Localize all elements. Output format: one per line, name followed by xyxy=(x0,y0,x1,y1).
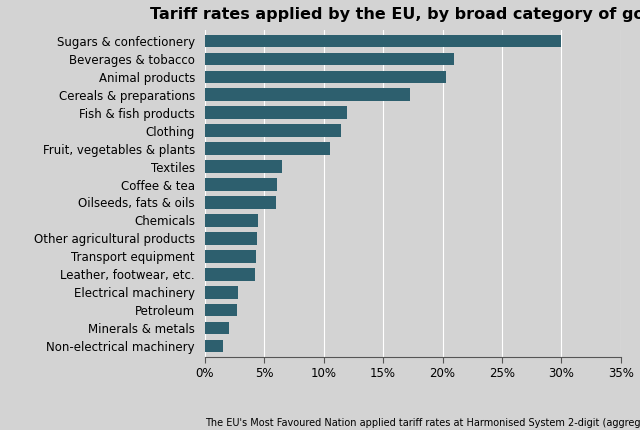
Bar xyxy=(205,196,276,209)
Bar xyxy=(205,286,238,298)
Bar xyxy=(205,304,237,316)
Bar xyxy=(205,142,330,155)
Bar xyxy=(205,89,410,101)
Bar xyxy=(205,340,223,353)
Bar xyxy=(205,178,277,191)
Bar xyxy=(205,160,282,173)
Bar xyxy=(205,322,228,335)
Bar xyxy=(205,71,446,83)
Bar xyxy=(205,232,257,245)
Bar xyxy=(205,106,348,119)
Text: The EU's Most Favoured Nation applied tariff rates at Harmonised System 2-digit : The EU's Most Favoured Nation applied ta… xyxy=(205,418,640,428)
Bar xyxy=(205,34,561,47)
Bar xyxy=(205,52,454,65)
Bar xyxy=(205,250,256,263)
Title: Tariff rates applied by the EU, by broad category of goods: Tariff rates applied by the EU, by broad… xyxy=(150,7,640,22)
Bar xyxy=(205,214,259,227)
Bar xyxy=(205,124,342,137)
Bar xyxy=(205,268,255,281)
